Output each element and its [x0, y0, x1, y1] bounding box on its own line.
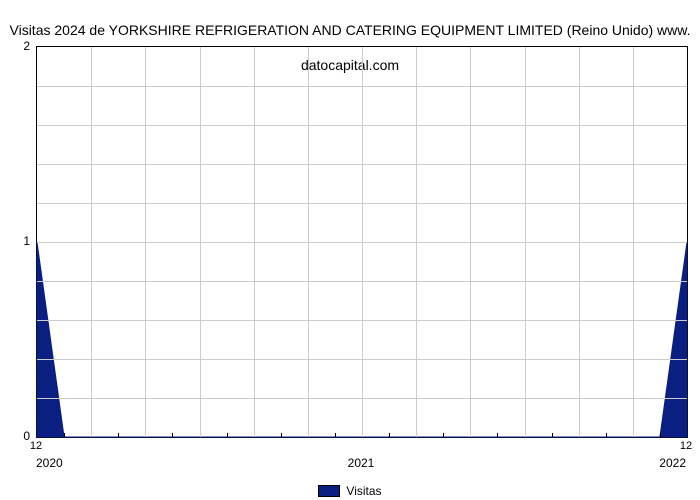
x-major-label: 2020 [36, 456, 63, 470]
x-major-label: 2021 [348, 456, 375, 470]
gridline-v [633, 47, 634, 437]
y-tick-label: 1 [10, 234, 30, 248]
x-minor-tick [281, 433, 282, 437]
x-minor-tick [64, 433, 65, 437]
x-minor-label: 12 [30, 440, 42, 452]
gridline-v [200, 47, 201, 437]
x-minor-tick [335, 433, 336, 437]
x-minor-tick [172, 433, 173, 437]
x-minor-tick [606, 433, 607, 437]
x-major-label: 2022 [659, 456, 686, 470]
x-minor-tick [389, 433, 390, 437]
gridline-v [416, 47, 417, 437]
gridline-v [579, 47, 580, 437]
gridline-v [470, 47, 471, 437]
legend-label-visitas: Visitas [346, 484, 381, 498]
x-minor-tick [660, 433, 661, 437]
x-minor-tick [443, 433, 444, 437]
gridline-v [145, 47, 146, 437]
x-axis-major-labels: 2020 2021 2022 [0, 456, 700, 472]
y-tick-label: 2 [10, 39, 30, 53]
legend: Visitas [0, 484, 700, 498]
gridline-v [362, 47, 363, 437]
legend-swatch-visitas [318, 485, 340, 497]
plot-area [36, 46, 688, 438]
x-minor-tick [227, 433, 228, 437]
x-minor-label: 12 [680, 440, 692, 452]
gridline-v [91, 47, 92, 437]
x-minor-tick [552, 433, 553, 437]
gridline-v [525, 47, 526, 437]
gridline-v [254, 47, 255, 437]
x-minor-tick [497, 433, 498, 437]
x-axis-minor-labels: 12 12 [0, 440, 700, 456]
chart-title-line1: Visitas 2024 de YORKSHIRE REFRIGERATION … [10, 22, 691, 38]
x-minor-tick [118, 433, 119, 437]
gridline-v [308, 47, 309, 437]
